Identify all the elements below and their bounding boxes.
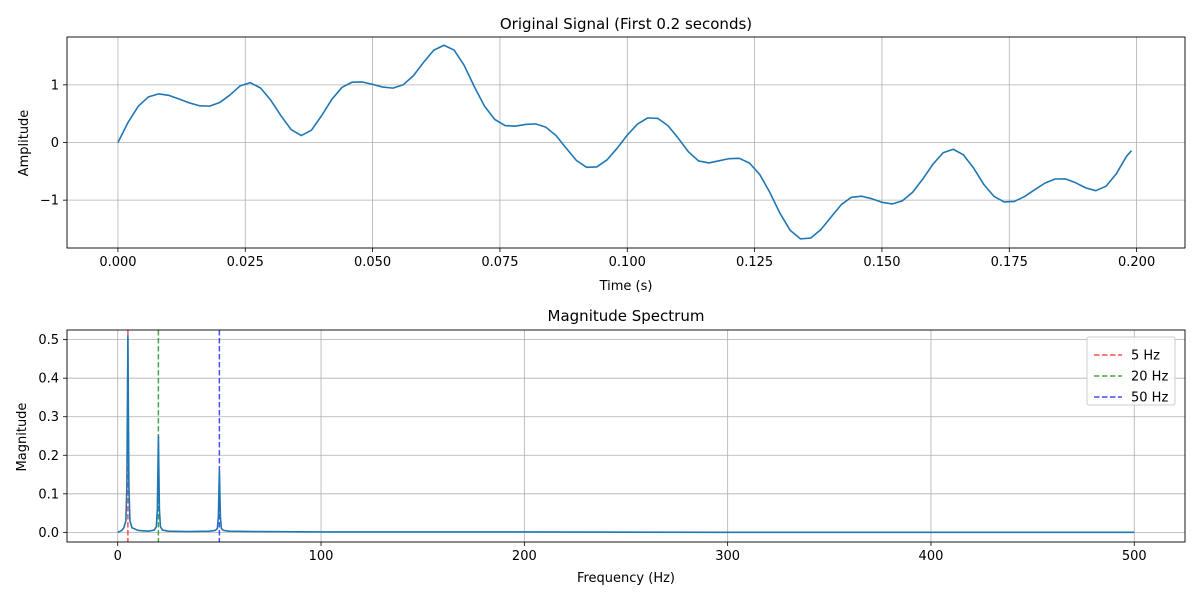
spectrum-series-line [117,334,1135,534]
time-y-tick-label: 0 [51,136,59,151]
time-x-tick-label: 0.000 [99,255,136,270]
spectrum-axes-frame [66,329,1186,543]
spectrum-chart-y-label: Magnitude [15,403,30,472]
time-x-tick-label: 0.100 [609,255,646,270]
legend-label-5hz: 5 Hz [1131,349,1160,364]
time-signal-chart: Original Signal (First 0.2 seconds) Time… [17,15,1186,294]
spectrum-chart-title: Magnitude Spectrum [548,307,705,325]
time-y-tick-label: 1 [51,78,59,93]
time-chart-y-label: Amplitude [17,110,32,177]
time-y-tick-label: −1 [40,194,59,209]
time-x-tick-label: 0.050 [354,255,391,270]
spectrum-y-tick-label: 0.1 [38,487,59,502]
spectrum-y-tick-label: 0.2 [38,449,59,464]
time-series-line [117,44,1133,240]
spectrum-x-tick-label: 300 [715,549,740,564]
spectrum-x-tick-label: 200 [512,549,537,564]
spectrum-x-tick-label: 400 [919,549,944,564]
spectrum-y-tick-label: 0.4 [38,372,59,387]
spectrum-chart-x-label: Frequency (Hz) [577,571,675,586]
spectrum-legend: 5 Hz 20 Hz 50 Hz [1086,336,1176,406]
time-x-tick-label: 0.075 [481,255,518,270]
time-x-tick-label: 0.175 [991,255,1028,270]
spectrum-x-tick-label: 500 [1122,549,1147,564]
time-x-tick-label: 0.150 [863,255,900,270]
legend-label-20hz: 20 Hz [1131,370,1168,385]
time-chart-title: Original Signal (First 0.2 seconds) [500,15,752,33]
legend-label-50hz: 50 Hz [1131,391,1168,406]
legend-box [1086,336,1176,406]
spectrum-x-tick-label: 100 [309,549,334,564]
time-chart-x-label: Time (s) [599,279,653,294]
spectrum-y-tick-label: 0.3 [38,410,59,425]
spectrum-chart: Magnitude Spectrum Frequency (Hz) Magnit… [15,307,1186,586]
time-x-tick-label: 0.200 [1118,255,1155,270]
spectrum-x-tick-label: 0 [114,549,122,564]
time-x-tick-label: 0.025 [227,255,264,270]
spectrum-y-tick-label: 0.5 [38,333,59,348]
time-x-tick-label: 0.125 [736,255,773,270]
spectrum-y-tick-label: 0.0 [38,526,59,541]
